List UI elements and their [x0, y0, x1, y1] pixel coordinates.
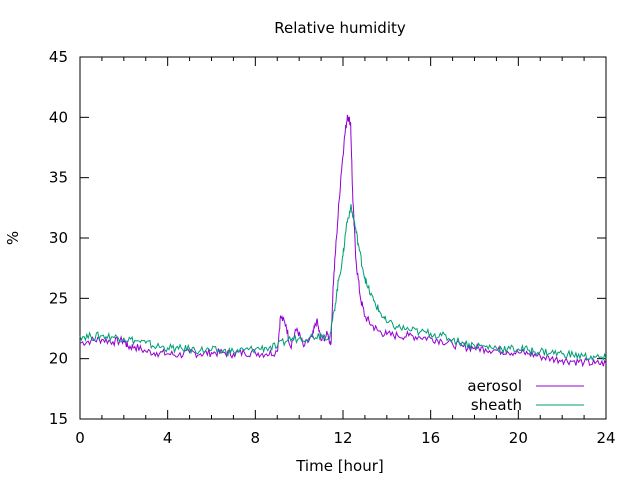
x-tick-label: 24 [596, 429, 615, 447]
y-tick-label: 30 [49, 229, 68, 247]
x-tick-label: 16 [421, 429, 440, 447]
x-tick-label: 20 [509, 429, 528, 447]
series-line-aerosol [79, 114, 607, 368]
series-lines [79, 114, 607, 368]
legend-label-aerosol: aerosol [467, 377, 522, 395]
x-tick-label: 12 [333, 429, 352, 447]
y-tick-label: 45 [49, 48, 68, 66]
x-tick-label: 8 [251, 429, 261, 447]
y-tick-label: 35 [49, 169, 68, 187]
axis-ticks: 0 4 8 12 16 20 24 15 20 25 30 35 40 45 [49, 48, 616, 447]
y-axis-label: % [4, 231, 22, 245]
plot-frame [79, 56, 607, 420]
y-tick-label: 15 [49, 410, 68, 428]
x-tick-label: 4 [163, 429, 173, 447]
y-tick-label: 25 [49, 289, 68, 307]
series-line-sheath [79, 204, 607, 362]
legend-label-sheath: sheath [471, 396, 522, 414]
x-axis-label: Time [hour] [295, 457, 384, 475]
y-tick-label: 20 [49, 350, 68, 368]
y-tick-label: 40 [49, 108, 68, 126]
chart-title: Relative humidity [274, 19, 406, 37]
x-tick-label: 0 [75, 429, 85, 447]
